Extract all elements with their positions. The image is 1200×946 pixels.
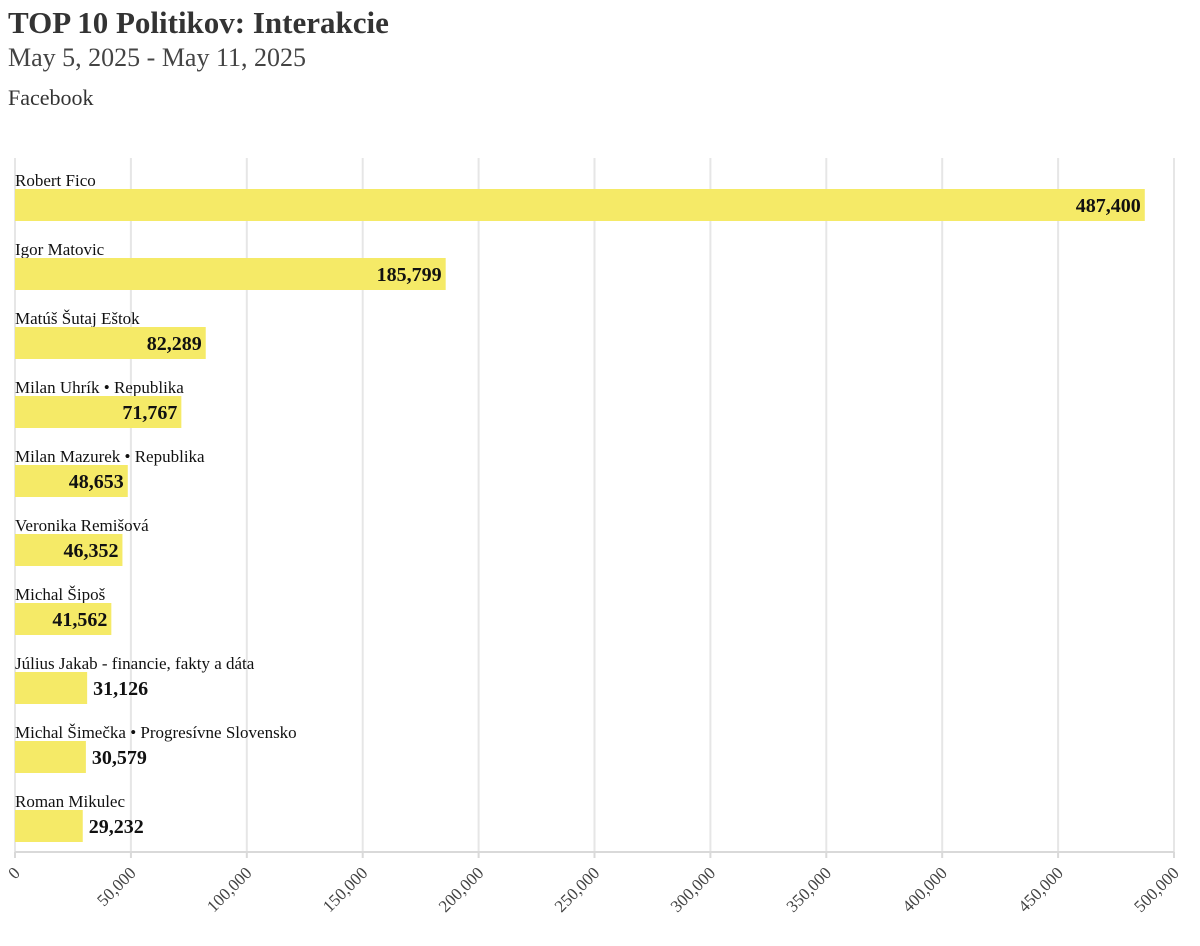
value-label: 185,799 [377,264,442,286]
value-label: 31,126 [93,678,148,700]
category-label: Matúš Šutaj Eštok [15,309,140,328]
x-tick-label: 50,000 [93,863,139,909]
bar[interactable] [15,534,123,566]
value-label: 29,232 [89,816,144,838]
platform-label: Facebook [8,85,94,110]
bar[interactable] [15,603,112,635]
category-label: Milan Uhrík • Republika [15,378,184,397]
bar[interactable] [15,189,1145,221]
value-label: 48,653 [69,471,124,493]
value-label: 487,400 [1076,195,1141,217]
chart-subtitle: May 5, 2025 - May 11, 2025 [8,43,307,72]
bar[interactable] [15,741,86,773]
category-label: Michal Šipoš [15,585,106,604]
x-tick-label: 500,000 [1130,863,1183,916]
category-label: Robert Fico [15,171,96,190]
value-label: 82,289 [147,333,202,355]
chart-title: TOP 10 Politikov: Interakcie [8,5,389,40]
category-label: Milan Mazurek • Republika [15,447,205,466]
x-tick-label: 100,000 [203,863,256,916]
bar[interactable] [15,258,446,290]
value-label: 30,579 [92,747,147,769]
bar[interactable] [15,810,83,842]
value-label: 71,767 [122,402,177,424]
bar[interactable] [15,672,88,704]
value-label: 41,562 [52,609,107,631]
category-label: Július Jakab - financie, fakty a dáta [15,654,255,673]
x-tick-label: 400,000 [899,863,952,916]
category-label: Roman Mikulec [15,792,125,811]
category-label: Veronika Remišová [15,516,149,535]
bar[interactable] [15,465,128,497]
x-tick-label: 200,000 [435,863,488,916]
bar[interactable] [15,396,182,428]
x-tick-label: 0 [4,863,23,882]
x-tick-label: 300,000 [667,863,720,916]
chart-header: TOP 10 Politikov: Interakcie May 5, 2025… [8,4,389,112]
x-tick-label: 150,000 [319,863,372,916]
category-label: Igor Matovic [15,240,105,259]
x-tick-label: 250,000 [551,863,604,916]
value-label: 46,352 [63,540,118,562]
x-tick-label: 350,000 [783,863,836,916]
category-label: Michal Šimečka • Progresívne Slovensko [15,723,297,742]
bar[interactable] [15,327,206,359]
x-tick-label: 450,000 [1014,863,1067,916]
